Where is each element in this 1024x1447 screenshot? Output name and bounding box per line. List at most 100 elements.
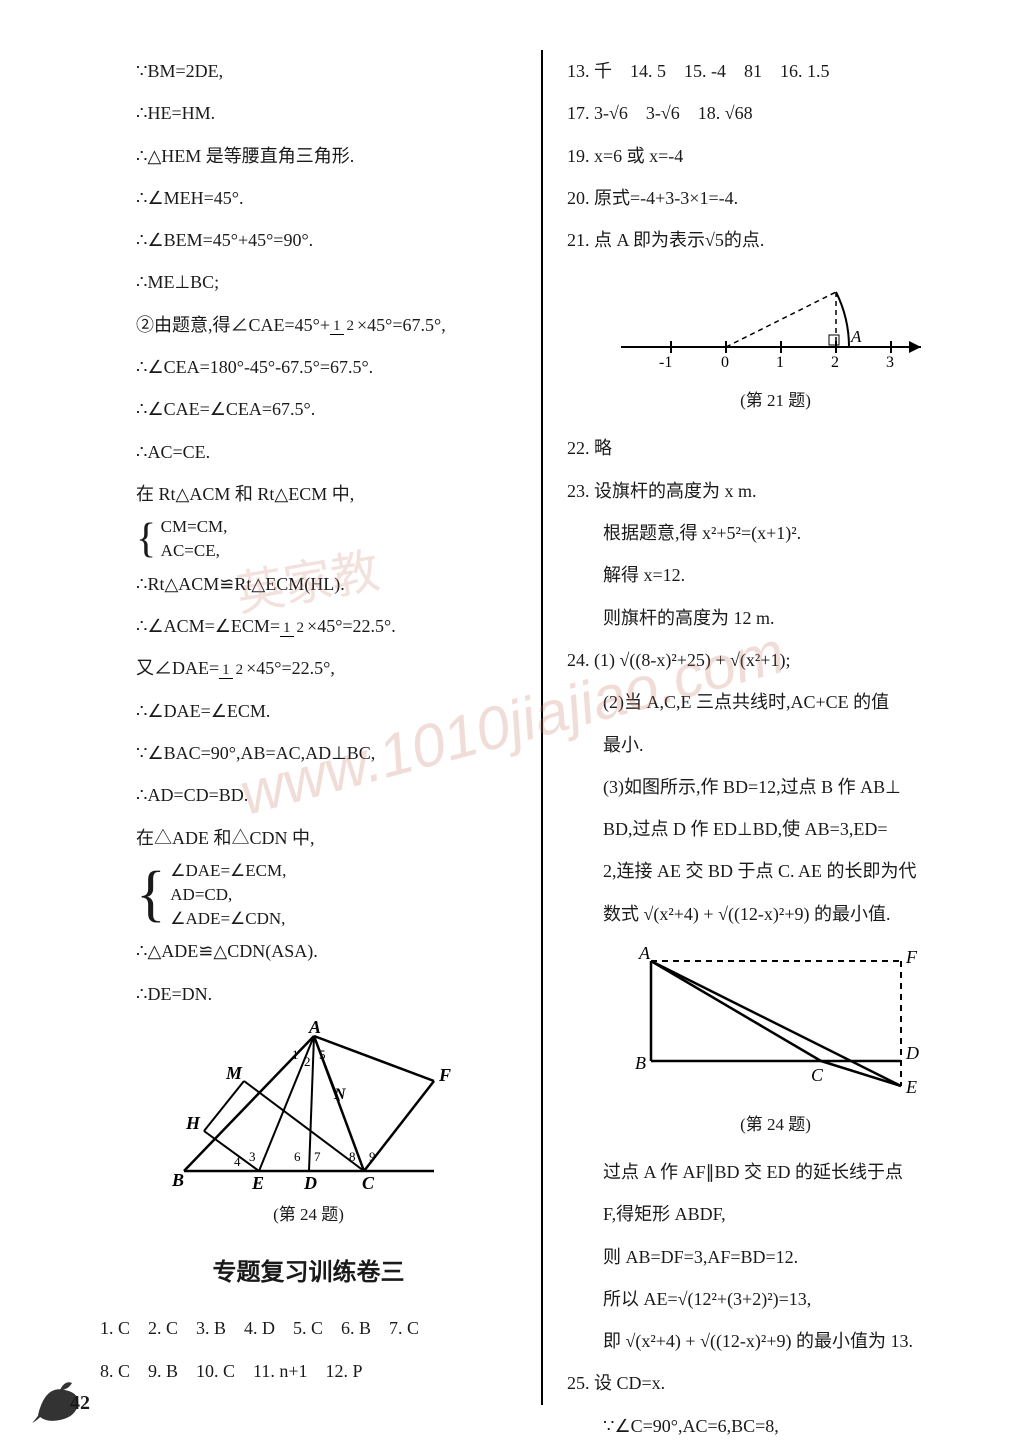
- text-line: 过点 A 作 AF∥BD 交 ED 的延长线于点: [567, 1151, 984, 1193]
- text-line: 即 √(x²+4) + √((12-x)²+9) 的最小值为 13.: [567, 1320, 984, 1362]
- svg-text:H: H: [185, 1113, 201, 1133]
- figure-21: -1 0 1 2 3 A (第 21 题): [567, 267, 984, 421]
- text-line: 则 AB=DF=3,AF=BD=12.: [567, 1236, 984, 1278]
- text-line: (2)当 A,C,E 三点共线时,AC+CE 的值: [567, 681, 984, 723]
- figure-caption: (第 21 题): [567, 381, 984, 421]
- text-line: ∵BM=2DE,: [100, 50, 517, 92]
- text-line: 22. 略: [567, 427, 984, 469]
- text-line: 在 Rt△ACM 和 Rt△ECM 中,: [100, 473, 517, 515]
- svg-text:E: E: [251, 1173, 264, 1191]
- brace-icon: {: [136, 870, 166, 920]
- left-column: ∵BM=2DE, ∴HE=HM. ∴△HEM 是等腰直角三角形. ∴∠MEH=4…: [100, 50, 537, 1405]
- text-line: ∴ME⊥BC;: [100, 261, 517, 303]
- text-line: ∴△HEM 是等腰直角三角形.: [100, 135, 517, 177]
- brace-line: ∠ADE=∠CDN,: [170, 909, 285, 928]
- svg-text:F: F: [905, 947, 918, 967]
- figure-caption: (第 24 题): [567, 1105, 984, 1145]
- svg-text:F: F: [438, 1065, 451, 1085]
- svg-text:E: E: [905, 1077, 917, 1097]
- text-line: ∴∠DAE=∠ECM.: [100, 690, 517, 732]
- text-line: F,得矩形 ABDF,: [567, 1193, 984, 1235]
- svg-text:C: C: [362, 1173, 375, 1191]
- svg-text:0: 0: [721, 354, 729, 371]
- text-line: 根据题意,得 x²+5²=(x+1)².: [567, 512, 984, 554]
- fraction: 12: [330, 318, 357, 335]
- text-line: ∴AC=CE.: [100, 431, 517, 473]
- brace-block: { ∠DAE=∠ECM, AD=CD, ∠ADE=∠CDN,: [100, 859, 517, 930]
- text-span: ×45°=67.5°,: [357, 315, 446, 335]
- text-line: ∴DE=DN.: [100, 973, 517, 1015]
- answer-line: 1. C 2. C 3. B 4. D 5. C 6. B 7. C: [100, 1307, 517, 1349]
- text-span: ×45°=22.5°,: [246, 658, 335, 678]
- text-line: 20. 原式=-4+3-3×1=-4.: [567, 177, 984, 219]
- brace-line: CM=CM,: [161, 517, 228, 536]
- page-number: 42: [70, 1392, 90, 1415]
- text-line: ∵∠C=90°,AC=6,BC=8,: [567, 1405, 984, 1447]
- text-line: 19. x=6 或 x=-4: [567, 135, 984, 177]
- figure-caption: (第 24 题): [100, 1195, 517, 1235]
- quad-diagram: A F B C D E: [611, 941, 941, 1101]
- svg-text:3: 3: [249, 1149, 256, 1164]
- svg-text:M: M: [225, 1063, 243, 1083]
- text-line: ②由题意,得∠CAE=45°+12×45°=67.5°,: [100, 304, 517, 346]
- fraction: 12: [219, 662, 246, 679]
- svg-text:N: N: [333, 1086, 347, 1103]
- text-line: ∴HE=HM.: [100, 92, 517, 134]
- brace-line: ∠DAE=∠ECM,: [170, 861, 286, 880]
- svg-text:-1: -1: [659, 354, 672, 371]
- brace-line: AC=CE,: [161, 541, 220, 560]
- text-line: ∴∠MEH=45°.: [100, 177, 517, 219]
- svg-text:5: 5: [319, 1047, 326, 1062]
- text-line: 数式 √(x²+4) + √((12-x)²+9) 的最小值.: [567, 893, 984, 935]
- figure-24-right: A F B C D E (第 24 题): [567, 941, 984, 1145]
- svg-text:8: 8: [349, 1149, 356, 1164]
- text-line: 13. 千 14. 5 15. -4 81 16. 1.5: [567, 50, 984, 92]
- fraction: 12: [280, 620, 307, 637]
- numberline-diagram: -1 0 1 2 3 A: [611, 267, 941, 377]
- text-line: ∴AD=CD=BD.: [100, 774, 517, 816]
- svg-text:7: 7: [314, 1149, 321, 1164]
- svg-text:2: 2: [831, 354, 839, 371]
- text-line: ∴∠BEM=45°+45°=90°.: [100, 219, 517, 261]
- svg-text:9: 9: [369, 1149, 376, 1164]
- svg-text:6: 6: [294, 1149, 301, 1164]
- svg-text:1: 1: [292, 1047, 299, 1062]
- text-line: 又∠DAE=12×45°=22.5°,: [100, 647, 517, 689]
- svg-text:3: 3: [886, 354, 894, 371]
- text-line: 17. 3-√6 3-√6 18. √68: [567, 92, 984, 134]
- svg-text:A: A: [308, 1021, 321, 1037]
- text-line: ∴∠CAE=∠CEA=67.5°.: [100, 388, 517, 430]
- svg-text:C: C: [811, 1065, 824, 1085]
- text-span: ∴∠ACM=∠ECM=: [136, 616, 280, 636]
- svg-text:D: D: [905, 1043, 919, 1063]
- text-line: 21. 点 A 即为表示√5的点.: [567, 219, 984, 261]
- brace-icon: {: [136, 518, 156, 560]
- text-line: 24. (1) √((8-x)²+25) + √(x²+1);: [567, 639, 984, 681]
- text-line: ∴△ADE≌△CDN(ASA).: [100, 930, 517, 972]
- right-column: 13. 千 14. 5 15. -4 81 16. 1.5 17. 3-√6 3…: [547, 50, 984, 1405]
- brace-block: { CM=CM, AC=CE,: [100, 515, 517, 563]
- page-root: 英家教 www.1010jiajiao.com ∵BM=2DE, ∴HE=HM.…: [0, 0, 1024, 1445]
- text-line: 解得 x=12.: [567, 554, 984, 596]
- svg-text:4: 4: [234, 1154, 241, 1169]
- text-line: ∴∠ACM=∠ECM=12×45°=22.5°.: [100, 605, 517, 647]
- text-line: (3)如图所示,作 BD=12,过点 B 作 AB⊥: [567, 766, 984, 808]
- svg-text:2: 2: [304, 1054, 311, 1069]
- figure-24-left: A F M N H B E D C 1 5 2 3 4 6 7 8 9 (第 2…: [100, 1021, 517, 1235]
- answer-line: 8. C 9. B 10. C 11. n+1 12. P: [100, 1350, 517, 1392]
- section-heading: 专题复习训练卷三: [100, 1245, 517, 1301]
- svg-text:A: A: [638, 943, 651, 963]
- column-divider: [541, 50, 543, 1405]
- brace-line: AD=CD,: [170, 885, 232, 904]
- text-line: 23. 设旗杆的高度为 x m.: [567, 470, 984, 512]
- text-span: ×45°=22.5°.: [307, 616, 396, 636]
- triangle-diagram: A F M N H B E D C 1 5 2 3 4 6 7 8 9: [164, 1021, 454, 1191]
- text-line: 在△ADE 和△CDN 中,: [100, 817, 517, 859]
- text-line: ∵∠BAC=90°,AB=AC,AD⊥BC,: [100, 732, 517, 774]
- text-span: ②由题意,得∠CAE=45°+: [136, 315, 330, 335]
- text-line: ∴Rt△ACM≌Rt△ECM(HL).: [100, 563, 517, 605]
- svg-text:B: B: [171, 1170, 184, 1190]
- svg-text:B: B: [635, 1053, 646, 1073]
- svg-text:A: A: [850, 327, 862, 346]
- text-line: BD,过点 D 作 ED⊥BD,使 AB=3,ED=: [567, 808, 984, 850]
